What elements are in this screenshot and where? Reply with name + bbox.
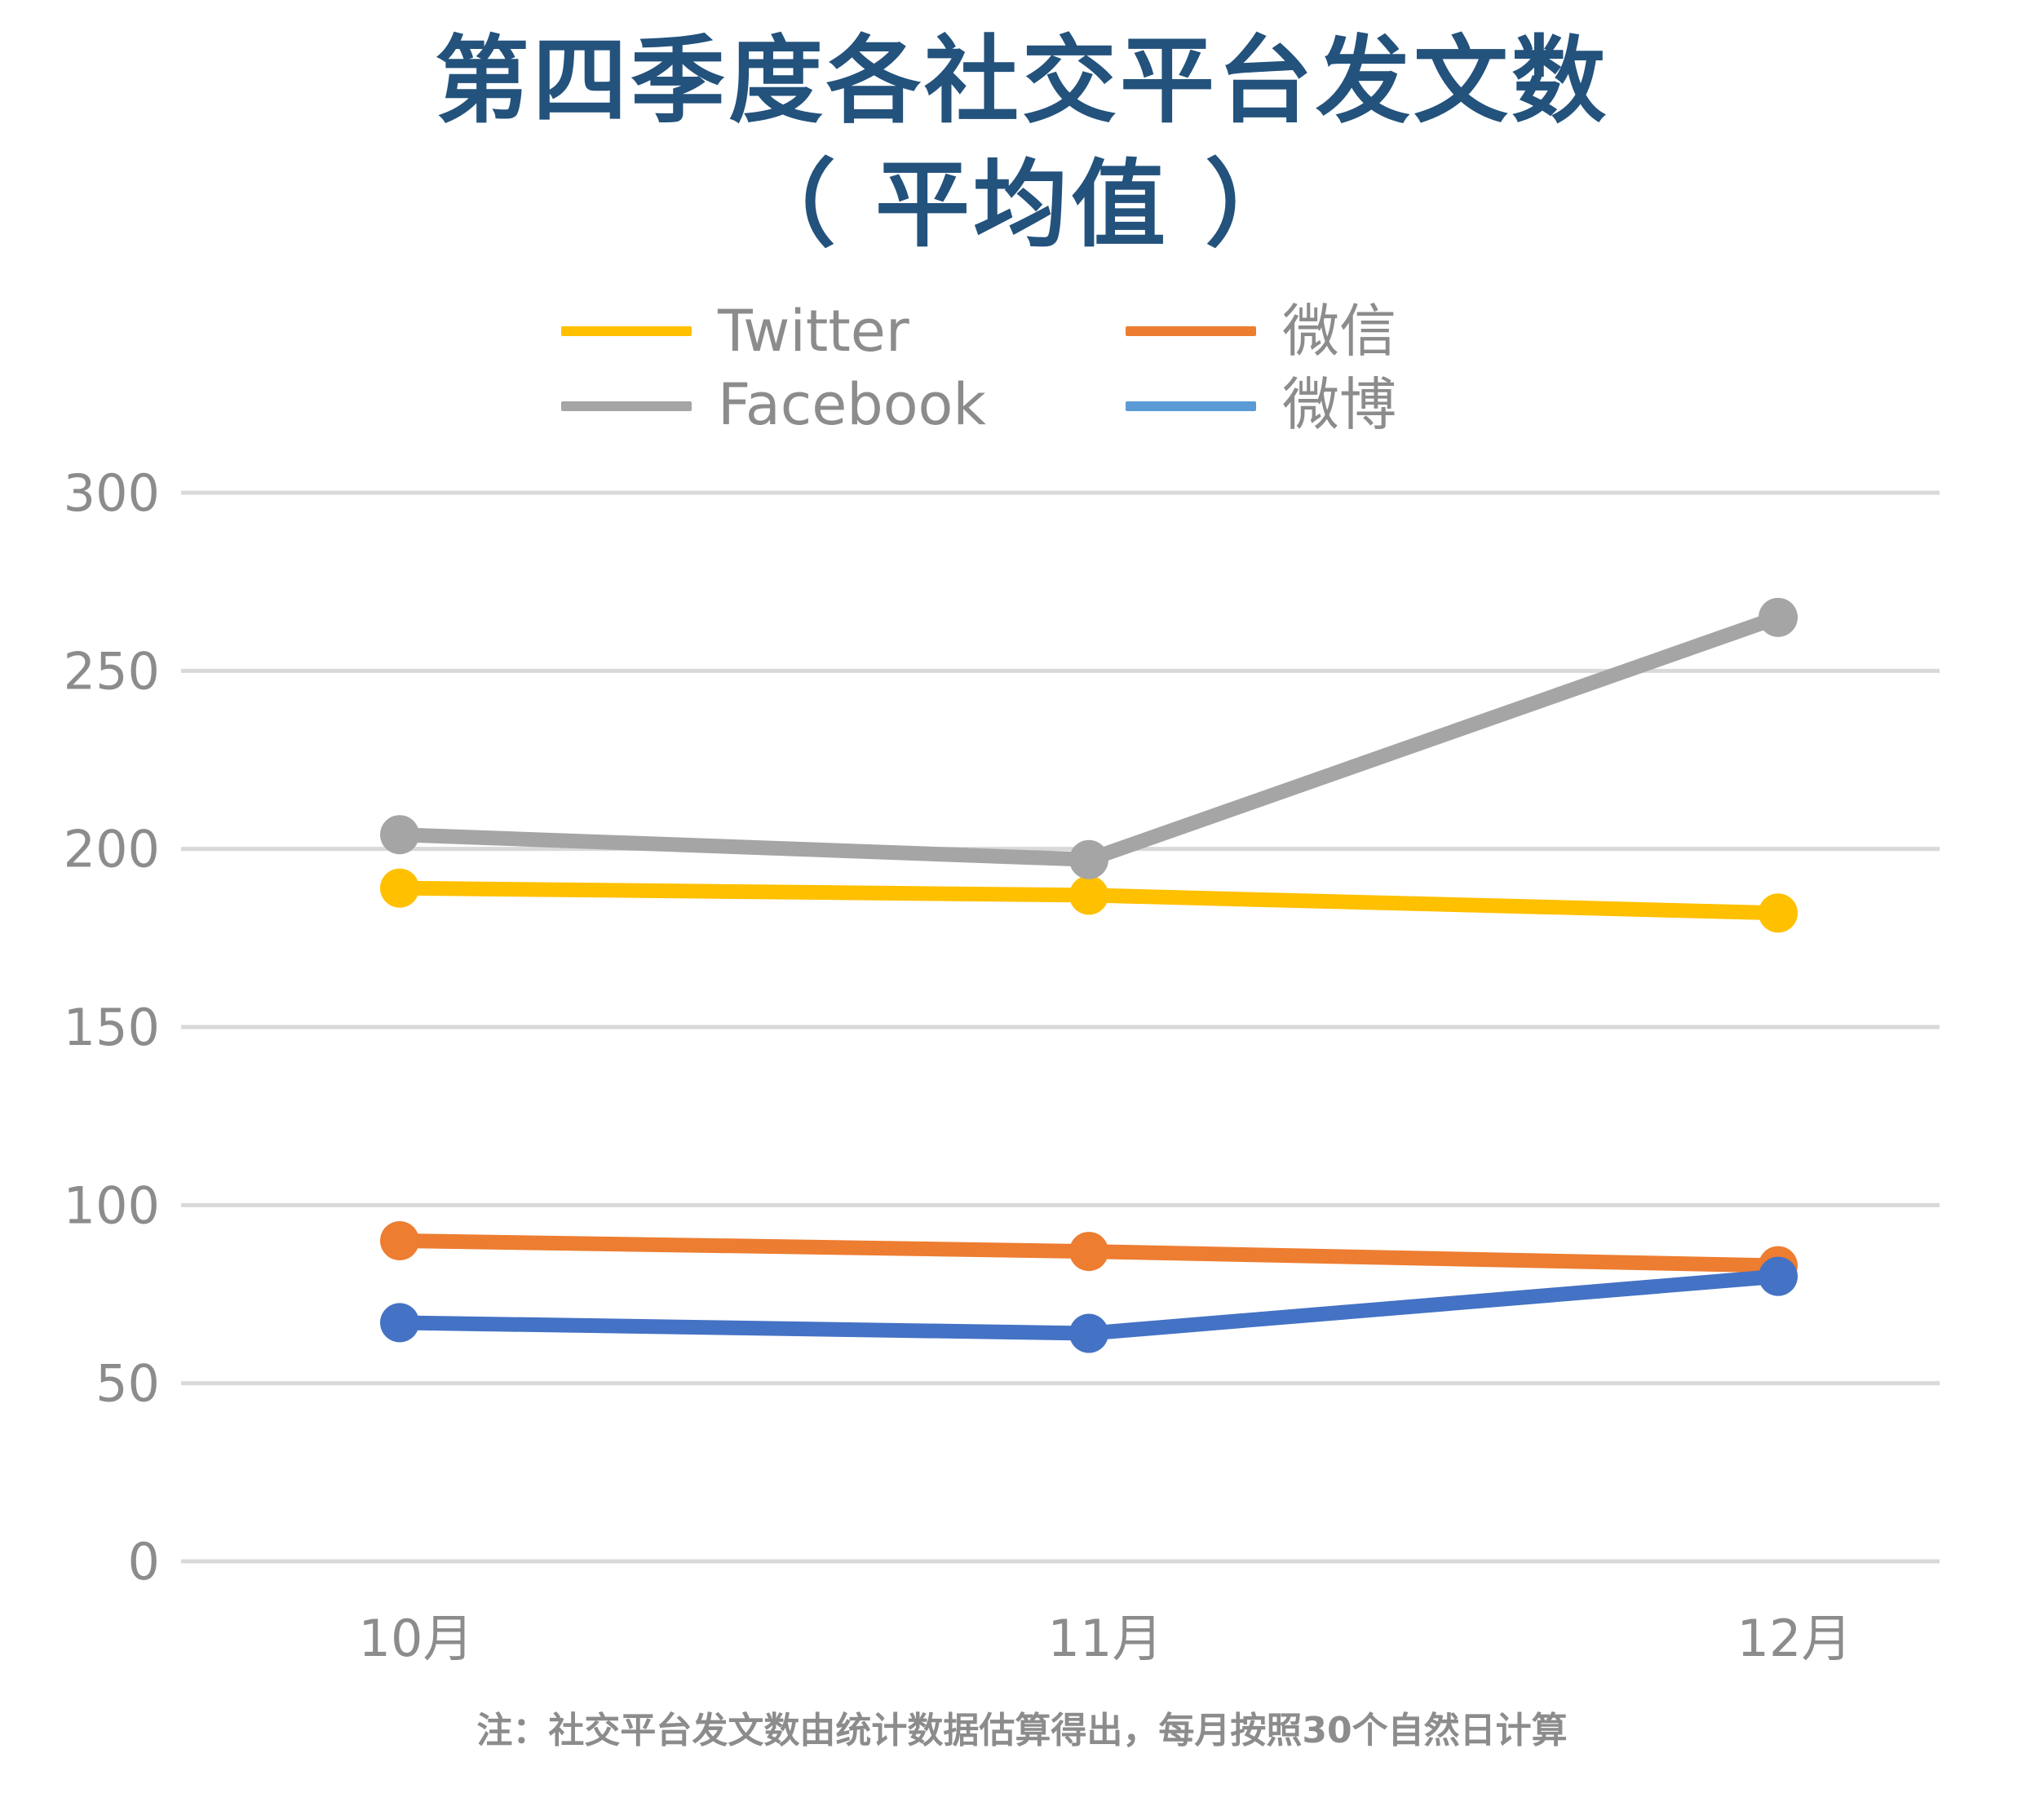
series-2 — [380, 1221, 1798, 1286]
series-3 — [380, 1256, 1798, 1353]
y-tick-label: 300 — [64, 463, 160, 523]
series-line — [392, 609, 1785, 867]
data-point — [1069, 1232, 1108, 1272]
y-tick-label: 100 — [64, 1175, 160, 1235]
chart-title-line-2: （ 平均值 ） — [741, 150, 1303, 260]
data-point — [1759, 1256, 1798, 1296]
chart-title-line-1: 第四季度各社交平台发文数 — [435, 26, 1609, 136]
series-0 — [380, 868, 1798, 933]
data-point — [1069, 839, 1108, 879]
legend-swatch-weibo — [1126, 401, 1256, 411]
legend-swatch-twitter — [561, 326, 692, 336]
y-tick-label: 200 — [64, 820, 160, 879]
footnote: 注：社交平台发文数由统计数据估算得出，每月按照30个自然日计算 — [476, 1710, 1568, 1751]
data-point — [1759, 893, 1798, 933]
data-point — [380, 1303, 419, 1343]
x-tick-label: 10月 — [359, 1609, 474, 1668]
data-point — [1069, 1313, 1108, 1353]
legend-label-weibo: 微博 — [1282, 371, 1396, 438]
legend-swatch-weixin — [1126, 326, 1256, 336]
y-tick-label: 0 — [128, 1532, 160, 1592]
x-tick-label: 11月 — [1048, 1609, 1163, 1668]
x-tick-label: 12月 — [1737, 1609, 1852, 1668]
legend-label-weixin: 微信 — [1282, 298, 1396, 365]
y-tick-label: 250 — [64, 641, 160, 701]
x-axis-ticks: 10月 11月 12月 — [359, 1609, 1852, 1668]
legend-swatch-facebook — [561, 401, 692, 411]
y-axis-ticks: 0 50 100 150 200 250 300 — [64, 463, 160, 1592]
y-tick-label: 50 — [95, 1354, 160, 1414]
series-1 — [380, 597, 1798, 879]
y-tick-label: 150 — [64, 998, 160, 1057]
legend-label-twitter: Twitter — [718, 298, 909, 365]
series — [380, 597, 1798, 1353]
data-point — [1759, 597, 1798, 637]
data-point — [380, 815, 419, 855]
data-point — [380, 868, 419, 908]
data-point — [1069, 875, 1108, 915]
legend-label-facebook: Facebook — [718, 371, 986, 438]
data-point — [380, 1221, 419, 1260]
